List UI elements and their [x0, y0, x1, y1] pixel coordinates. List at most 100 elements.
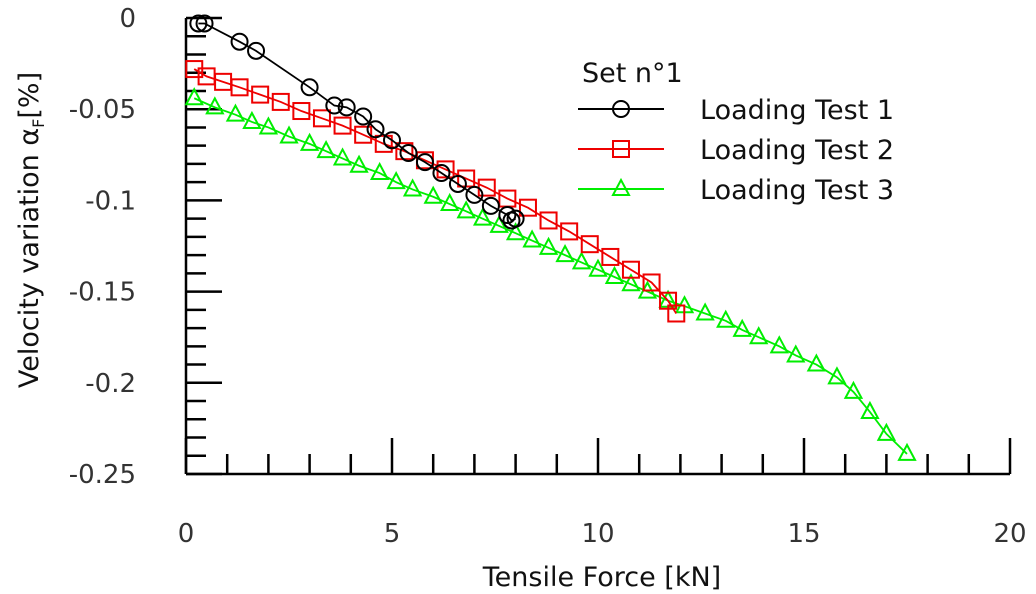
loading-test-3-point [472, 207, 493, 226]
loading-test-2-point [667, 304, 686, 323]
loading-test-1-point [432, 164, 451, 183]
loading-test-3-point [225, 103, 246, 122]
loading-test-1-line [198, 22, 516, 222]
loading-test-3-point [242, 110, 262, 129]
loading-test-2-line [193, 68, 678, 314]
x-tick-label: 20 [993, 519, 1026, 549]
x-axis-title: Tensile Force [kN] [482, 562, 721, 593]
loading-test-3-point [732, 318, 752, 337]
loading-test-3-point [695, 302, 715, 321]
legend-entry-loading-test-1: Loading Test 1 [578, 95, 894, 126]
loading-test-3-point [769, 335, 789, 354]
legend-title: Set n°1 [582, 58, 683, 89]
loading-test-1-point [247, 41, 266, 60]
loading-test-3-point [332, 147, 353, 166]
loading-test-3-point [860, 400, 880, 419]
loading-test-3-point [827, 366, 847, 385]
x-tick-label: 15 [787, 519, 820, 549]
loading-test-2-point [230, 78, 249, 97]
legend-label: Loading Test 1 [700, 95, 894, 126]
loading-test-1-point [300, 78, 319, 97]
loading-test-3-point [205, 96, 225, 115]
x-tick-label: 5 [384, 519, 401, 549]
loading-test-3-point [440, 192, 460, 212]
loading-test-1-point [465, 185, 484, 204]
loading-test-1-point [383, 131, 401, 150]
loading-test-2-point [333, 116, 352, 135]
loading-test-3-point [716, 309, 736, 328]
legend-entry-loading-test-2: Loading Test 2 [578, 135, 894, 166]
loading-test-3-point [316, 140, 336, 159]
loading-test-1-point [195, 14, 214, 33]
loading-test-1-point [189, 14, 208, 33]
y-axis-title-subscript: F [29, 119, 48, 128]
loading-test-3-point [876, 422, 897, 441]
legend-marker [611, 177, 631, 196]
loading-test-2-point [642, 273, 661, 292]
loading-test-3-point [571, 251, 592, 270]
x-axis-ticks: 0 5 10 15 20 [178, 438, 1027, 549]
loading-test-3-point [369, 161, 390, 181]
loading-test-3-point [897, 442, 917, 461]
loading-test-3-point [489, 214, 509, 233]
loading-test-3-point [184, 87, 204, 106]
loading-test-1-point [399, 143, 418, 162]
loading-test-3-point [806, 353, 827, 372]
legend-label: Loading Test 3 [700, 175, 894, 206]
loading-test-1-point [325, 96, 344, 115]
x-tick-label: 10 [581, 519, 614, 549]
loading-test-1-point [506, 209, 525, 228]
x-tick-label: 0 [178, 519, 195, 549]
y-axis-title-main: Velocity variation α [14, 128, 45, 388]
y-tick-label: -0.1 [85, 186, 136, 216]
loading-test-3-point [456, 200, 476, 219]
legend-marker [612, 100, 630, 118]
legend-entry-loading-test-3: Loading Test 3 [578, 175, 894, 206]
loading-test-2-point [292, 102, 311, 121]
loading-test-2-point [374, 134, 393, 153]
y-tick-label: -0.25 [69, 460, 136, 490]
loading-test-1-point [366, 120, 385, 139]
loading-test-3-point [555, 243, 575, 263]
loading-test-3-point [604, 265, 625, 285]
loading-test-2-point [251, 85, 270, 104]
loading-test-1-point [337, 98, 356, 117]
loading-test-3-point [749, 326, 769, 345]
y-tick-label: -0.15 [69, 278, 136, 308]
loading-test-1-point [448, 174, 467, 193]
loading-test-2-point [539, 211, 558, 230]
loading-test-3-point [538, 236, 559, 255]
legend-label: Loading Test 2 [700, 135, 894, 166]
y-tick-label: -0.2 [85, 369, 136, 399]
y-tick-label: 0 [119, 4, 136, 34]
loading-test-3-point [522, 229, 542, 248]
loading-test-2-point [560, 222, 579, 241]
loading-test-2-point [312, 109, 331, 128]
loading-test-2-point [601, 247, 620, 266]
loading-test-2-point [580, 235, 599, 254]
legend-entries: Loading Test 1 Loading Test 2 Loading Test… [578, 95, 894, 206]
loading-test-1-point [481, 196, 500, 215]
loading-test-3-point [786, 344, 806, 363]
loading-test-3-point [843, 380, 864, 399]
loading-test-1-point [415, 153, 434, 172]
loading-test-2-point [518, 198, 537, 217]
y-tick-label: -0.05 [69, 95, 136, 125]
loading-test-2-point [354, 125, 373, 144]
loading-test-2-series [185, 60, 686, 323]
loading-test-1-point [354, 107, 373, 126]
y-axis-ticks: 0 -0.05 -0.1 -0.15 -0.2 -0.25 [69, 4, 222, 490]
loading-test-2-point [621, 260, 640, 279]
loading-test-3-point [299, 132, 320, 151]
loading-test-3-point [258, 116, 279, 135]
loading-test-1-series [189, 14, 525, 230]
loading-test-1-point [498, 205, 517, 224]
loading-test-1-point [230, 32, 249, 51]
loading-test-3-point [386, 171, 406, 190]
loading-test-3-point [349, 154, 369, 173]
loading-test-3-point [279, 125, 299, 144]
y-axis-title: Velocity variation αF[%] [14, 72, 48, 388]
loading-test-3-point [402, 178, 423, 197]
